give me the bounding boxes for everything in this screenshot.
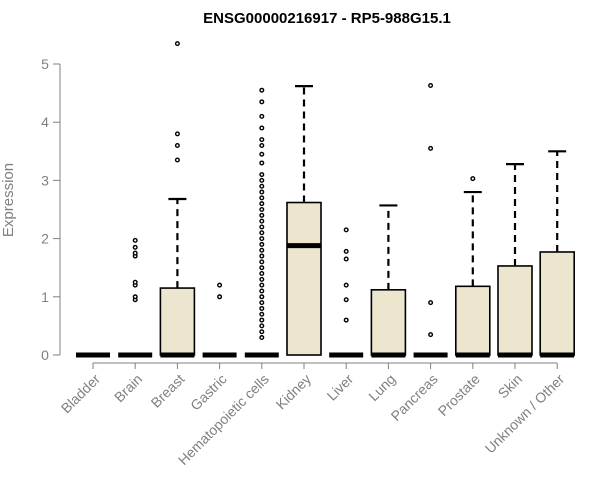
outlier-point: [259, 137, 265, 143]
outlier-point: [259, 282, 265, 288]
outlier-point: [259, 142, 265, 148]
outlier-point: [259, 294, 265, 300]
outlier-point: [259, 113, 265, 119]
outlier-point: [132, 294, 138, 300]
outlier-point: [259, 201, 265, 207]
outlier-point: [343, 256, 349, 262]
outlier-point: [259, 177, 265, 183]
outlier-point: [259, 125, 265, 131]
box-group: [159, 41, 196, 358]
outlier-point: [174, 142, 180, 148]
outlier-point: [259, 224, 265, 230]
outlier-point: [259, 230, 265, 236]
x-tick-label: Breast: [148, 371, 188, 411]
outlier-point: [259, 305, 265, 311]
outlier-point: [259, 236, 265, 242]
outlier-point: [217, 282, 223, 288]
outlier-point: [259, 323, 265, 329]
outlier-point: [217, 294, 223, 300]
x-tick-label: Unknown / Other: [482, 371, 568, 457]
box-group: [413, 83, 448, 358]
x-tick-label: Kidney: [273, 371, 315, 413]
x-tick-label: Lung: [365, 371, 398, 404]
box-group: [202, 282, 237, 358]
box-iqr: [497, 265, 533, 356]
box-iqr: [159, 287, 196, 356]
box-iqr: [286, 201, 322, 356]
outlier-point: [259, 183, 265, 189]
outlier-point: [259, 212, 265, 218]
box-group: [244, 87, 279, 358]
box-iqr: [454, 285, 491, 356]
box-group: [118, 237, 153, 358]
y-tick-label: 1: [41, 289, 49, 305]
outlier-point: [259, 259, 265, 265]
outlier-point: [174, 157, 180, 163]
outlier-point: [259, 151, 265, 157]
outlier-point: [259, 172, 265, 178]
outlier-point: [259, 276, 265, 282]
outlier-point: [259, 218, 265, 224]
outlier-point: [428, 332, 434, 338]
outlier-point: [259, 241, 265, 247]
outlier-point: [259, 253, 265, 259]
outlier-point: [259, 195, 265, 201]
box-iqr: [539, 251, 576, 356]
y-axis-label: Expression: [0, 163, 17, 237]
outlier-point: [259, 206, 265, 212]
outlier-point: [428, 300, 434, 306]
box-group: [370, 204, 407, 358]
outlier-point: [343, 317, 349, 323]
outlier-point: [174, 131, 180, 137]
outlier-point: [259, 160, 265, 166]
y-tick-label: 2: [41, 231, 49, 247]
y-tick-label: 4: [41, 114, 49, 130]
y-tick-label: 5: [41, 56, 49, 72]
x-tick-label: Liver: [324, 371, 357, 404]
outlier-point: [259, 329, 265, 335]
y-tick-label: 3: [41, 172, 49, 188]
box-group: [539, 150, 576, 358]
box-group: [286, 85, 322, 356]
outlier-point: [132, 250, 138, 256]
outlier-point: [259, 271, 265, 277]
outlier-point: [428, 145, 434, 151]
x-tick-label: Brain: [111, 371, 145, 405]
outlier-point: [259, 288, 265, 294]
outlier-point: [343, 282, 349, 288]
outlier-point: [343, 297, 349, 303]
box-group: [497, 163, 533, 358]
outlier-point: [470, 176, 476, 182]
x-tick-label: Skin: [495, 371, 526, 402]
box-iqr: [370, 289, 407, 356]
outlier-point: [259, 99, 265, 105]
outlier-point: [343, 227, 349, 233]
outlier-point: [259, 300, 265, 306]
outlier-point: [174, 41, 180, 47]
outlier-point: [343, 248, 349, 254]
x-tick-label: Pancreas: [388, 371, 441, 424]
outlier-point: [259, 317, 265, 323]
y-axis: 0 1 2 3 4 5: [41, 56, 61, 363]
outlier-point: [259, 189, 265, 195]
outlier-point: [132, 237, 138, 243]
outlier-point: [428, 83, 434, 89]
y-tick-label: 0: [41, 347, 49, 363]
outlier-point: [259, 247, 265, 253]
outlier-point: [259, 265, 265, 271]
box-group: [454, 176, 491, 358]
chart-title: ENSG00000216917 - RP5-988G15.1: [203, 10, 451, 27]
outlier-point: [259, 87, 265, 93]
outlier-point: [132, 244, 138, 250]
boxes: [76, 41, 576, 358]
x-tick-label: Prostate: [435, 371, 483, 419]
outlier-point: [259, 335, 265, 341]
x-tick-label: Bladder: [58, 371, 104, 417]
outlier-point: [259, 311, 265, 317]
outlier-point: [132, 279, 138, 285]
box-group: [329, 227, 364, 358]
